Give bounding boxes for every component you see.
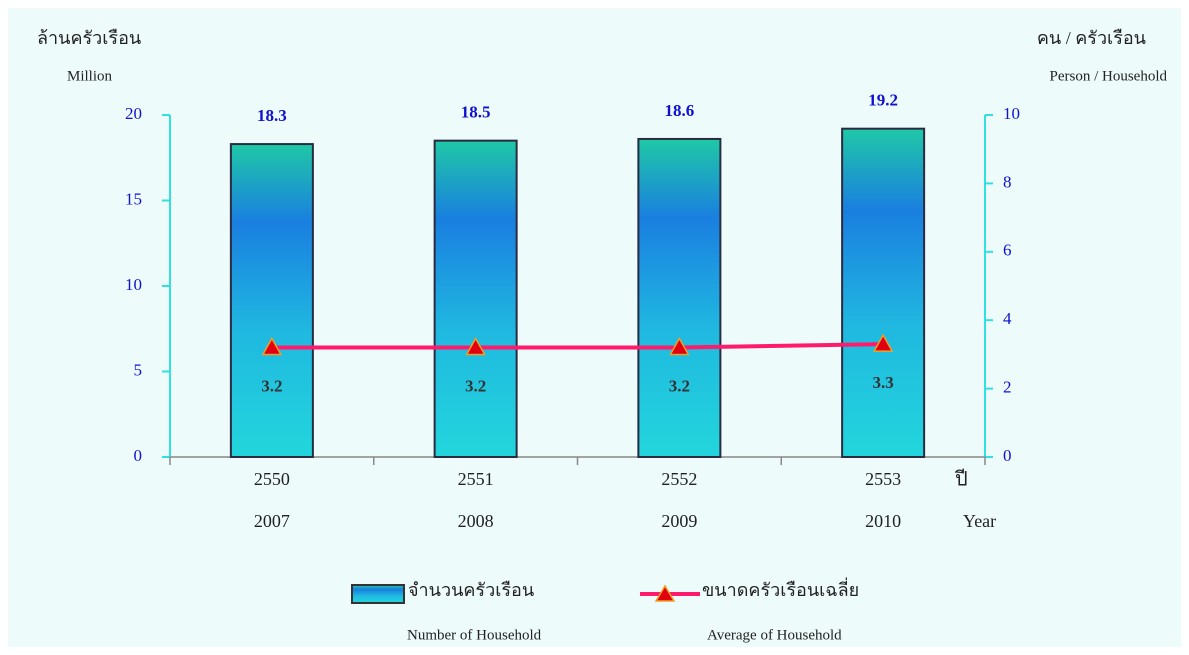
y2-tick-label: 6 <box>1003 241 1012 260</box>
legend-swatch-marker <box>654 584 676 602</box>
x-axis-title: ปี <box>955 469 968 491</box>
y-axis-title: ล้านครัวเรือน <box>37 28 141 48</box>
bar-value-label: 18.5 <box>461 103 491 122</box>
x-tick-label-en: 2010 <box>865 511 901 531</box>
line-value-label: 3.3 <box>873 373 894 392</box>
y2-axis-title: คน / ครัวเรือน <box>1037 28 1146 48</box>
marker <box>261 337 283 356</box>
bar <box>841 127 926 458</box>
bar-value-label: 19.2 <box>868 91 898 110</box>
bar <box>433 139 518 458</box>
y-tick-label: 0 <box>134 446 143 465</box>
y2-tick-label: 10 <box>1003 104 1020 123</box>
bar-value-label: 18.3 <box>257 106 287 125</box>
line-value-label: 3.2 <box>465 376 486 395</box>
marker <box>465 337 486 356</box>
y2-tick-label: 8 <box>1003 172 1012 191</box>
legend-label-en: Number of Household <box>407 627 542 643</box>
x-tick-label: 2552 <box>661 469 697 489</box>
y2-axis-unit: Person / Household <box>1050 68 1168 84</box>
marker <box>669 337 690 356</box>
y2-tick-label: 4 <box>1003 309 1012 328</box>
legend-label: จำนวนครัวเรือน <box>408 580 534 600</box>
x-tick-label-en: 2009 <box>661 511 697 531</box>
x-tick-label: 2551 <box>458 469 494 489</box>
x-tick-label: 2550 <box>254 469 290 489</box>
line <box>271 342 884 350</box>
bar <box>229 143 314 458</box>
legend-label: ขนาดครัวเรือนเฉลี่ย <box>702 577 859 600</box>
x-axis-title-en: Year <box>963 511 996 531</box>
x-tick-label-en: 2008 <box>458 511 494 531</box>
y-axis-unit: Million <box>67 68 113 84</box>
bar-value-label: 18.6 <box>665 101 695 120</box>
x-tick-label-en: 2007 <box>254 511 290 531</box>
line-value-label: 3.2 <box>261 376 282 395</box>
line-value-label: 3.2 <box>669 376 690 395</box>
legend-label-en: Average of Household <box>707 627 842 643</box>
y2-tick-label: 0 <box>1003 446 1012 465</box>
legend-swatch-bar <box>351 584 405 604</box>
marker <box>872 333 894 352</box>
y-tick-label: 15 <box>125 189 142 208</box>
bar <box>637 137 722 458</box>
y-tick-label: 5 <box>134 360 143 379</box>
y-tick-label: 20 <box>125 104 142 123</box>
y2-tick-label: 2 <box>1003 378 1012 397</box>
y-tick-label: 10 <box>125 275 142 294</box>
x-tick-label: 2553 <box>865 469 901 489</box>
